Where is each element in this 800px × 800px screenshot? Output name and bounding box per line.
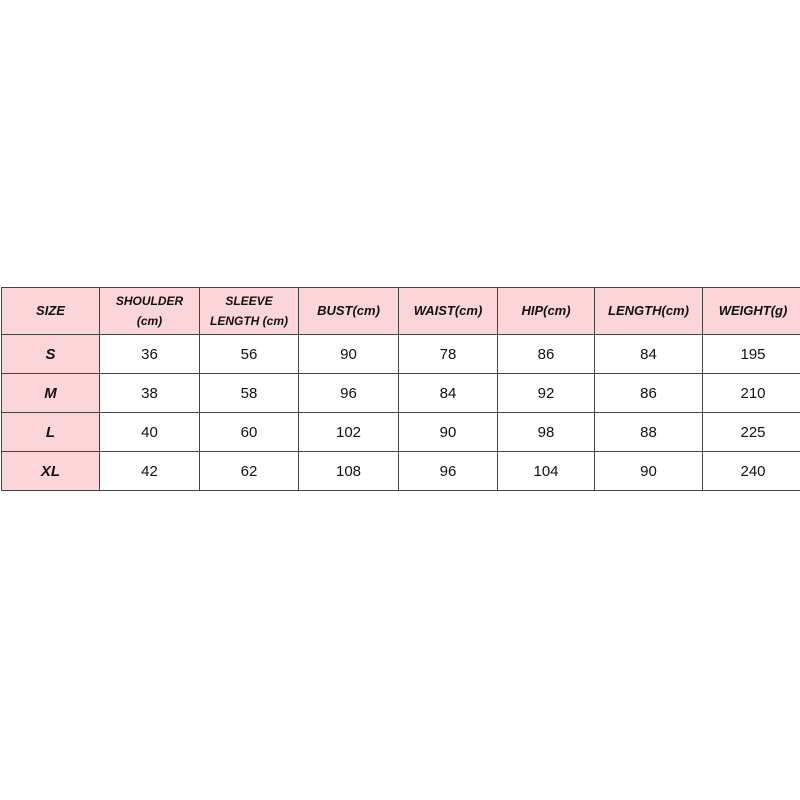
table-cell: 96 bbox=[398, 451, 498, 491]
table-row: S 36 56 90 78 86 84 195 bbox=[1, 334, 800, 374]
table-cell: 90 bbox=[398, 412, 498, 452]
column-header: SLEEVE LENGTH (cm) bbox=[199, 287, 299, 335]
table-cell: 58 bbox=[199, 373, 299, 413]
table-cell: 42 bbox=[99, 451, 200, 491]
size-label: XL bbox=[1, 451, 100, 491]
size-label: S bbox=[1, 334, 100, 374]
table-cell: 56 bbox=[199, 334, 299, 374]
size-label: L bbox=[1, 412, 100, 452]
table-cell: 84 bbox=[398, 373, 498, 413]
table-cell: 90 bbox=[298, 334, 399, 374]
table-cell: 86 bbox=[497, 334, 595, 374]
table-cell: 96 bbox=[298, 373, 399, 413]
table-cell: 40 bbox=[99, 412, 200, 452]
table-cell: 225 bbox=[702, 412, 800, 452]
column-header: WEIGHT(g) bbox=[702, 287, 800, 335]
table-row: XL 42 62 108 96 104 90 240 bbox=[1, 451, 800, 491]
table-cell: 210 bbox=[702, 373, 800, 413]
table-cell: 195 bbox=[702, 334, 800, 374]
header-row: SIZE SHOULDER (cm) SLEEVE LENGTH (cm) BUST(… bbox=[1, 287, 800, 335]
column-header: SHOULDER (cm) bbox=[99, 287, 200, 335]
column-header: SIZE bbox=[1, 287, 100, 335]
size-label: M bbox=[1, 373, 100, 413]
table-cell: 86 bbox=[594, 373, 703, 413]
table-cell: 62 bbox=[199, 451, 299, 491]
table-cell: 98 bbox=[497, 412, 595, 452]
table-cell: 102 bbox=[298, 412, 399, 452]
table-row: L 40 60 102 90 98 88 225 bbox=[1, 412, 800, 452]
column-header: WAIST(cm) bbox=[398, 287, 498, 335]
table-cell: 90 bbox=[594, 451, 703, 491]
table-cell: 60 bbox=[199, 412, 299, 452]
column-header: LENGTH(cm) bbox=[594, 287, 703, 335]
size-chart-table: SIZE SHOULDER (cm) SLEEVE LENGTH (cm) BUST(… bbox=[1, 287, 800, 491]
table-cell: 104 bbox=[497, 451, 595, 491]
table-cell: 92 bbox=[497, 373, 595, 413]
table-cell: 38 bbox=[99, 373, 200, 413]
column-header: BUST(cm) bbox=[298, 287, 399, 335]
table-cell: 88 bbox=[594, 412, 703, 452]
table-cell: 36 bbox=[99, 334, 200, 374]
column-header: HIP(cm) bbox=[497, 287, 595, 335]
table-cell: 78 bbox=[398, 334, 498, 374]
table-cell: 240 bbox=[702, 451, 800, 491]
table-cell: 84 bbox=[594, 334, 703, 374]
table-cell: 108 bbox=[298, 451, 399, 491]
table-row: M 38 58 96 84 92 86 210 bbox=[1, 373, 800, 413]
